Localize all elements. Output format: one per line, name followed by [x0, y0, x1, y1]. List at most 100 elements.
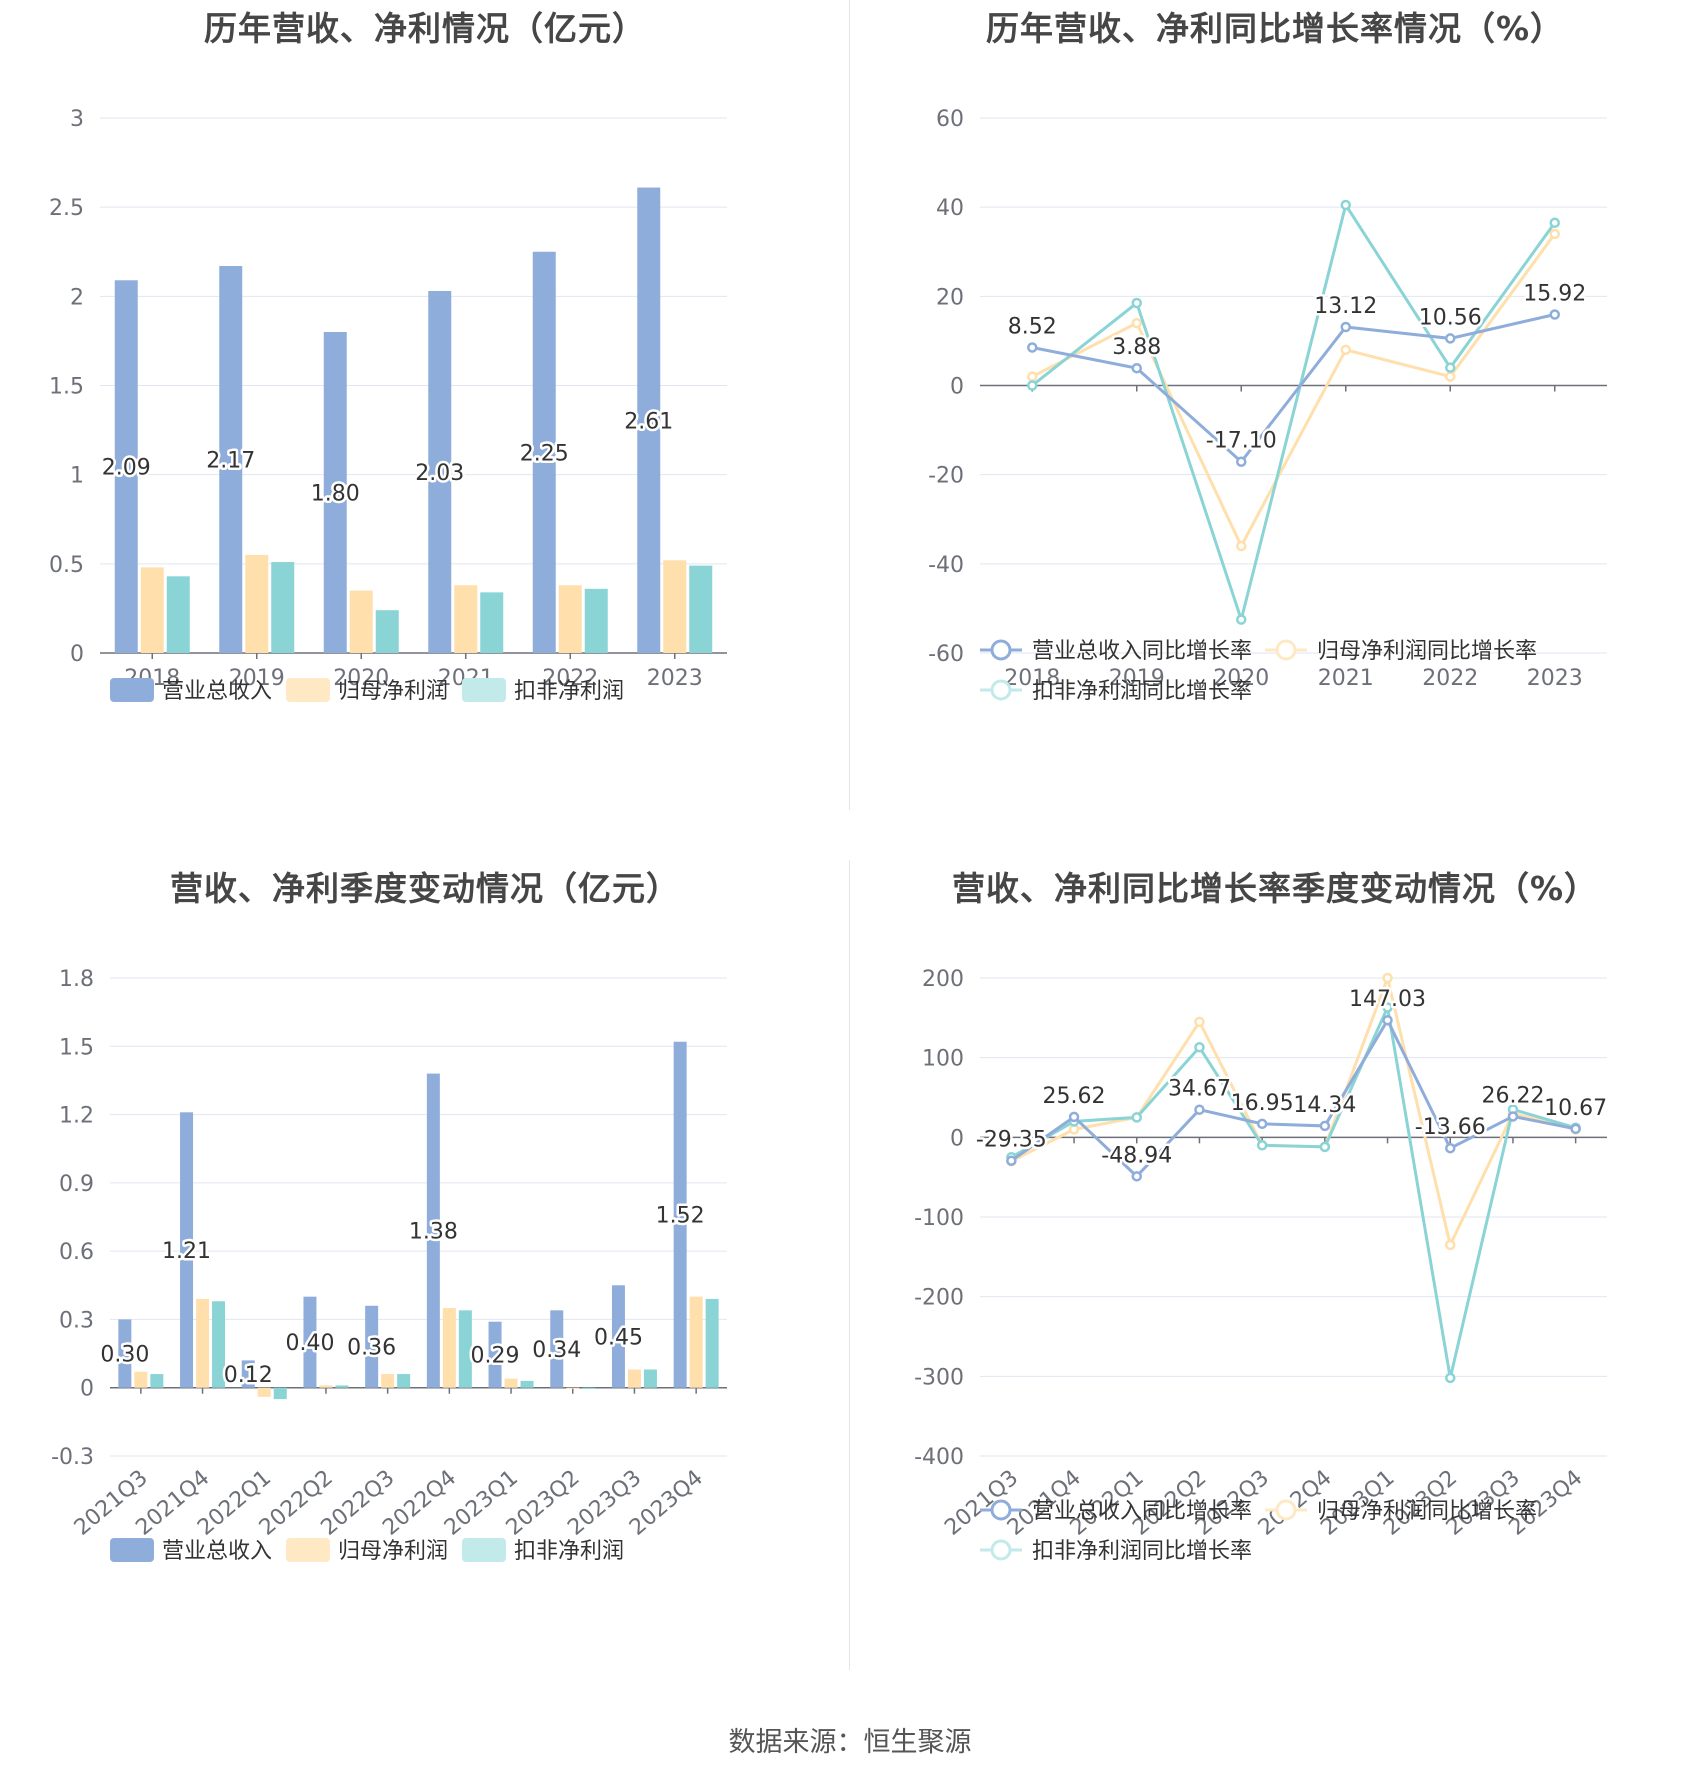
bar-deducted-profit — [335, 1385, 349, 1388]
y-tick-label: -200 — [914, 1286, 964, 1311]
y-tick-label: 20 — [936, 285, 964, 310]
series-point — [1194, 1042, 1205, 1053]
bar-deducted-profit — [166, 576, 190, 653]
bar-deducted-profit — [689, 565, 713, 653]
data-label: 0.34 — [532, 1338, 581, 1363]
data-label: -29.35 — [976, 1128, 1047, 1153]
data-label: 2.25 — [520, 441, 569, 466]
bar-net-profit — [349, 590, 373, 653]
data-label: 2.03 — [415, 461, 464, 486]
bar-deducted-profit — [375, 610, 399, 653]
series-point — [1027, 342, 1038, 353]
bar-revenue — [241, 1360, 255, 1388]
legend-swatch — [462, 1538, 506, 1562]
series-point — [1340, 199, 1351, 211]
bar-net-profit — [381, 1374, 395, 1388]
y-tick-label: 2.5 — [49, 196, 84, 221]
series-point — [1131, 362, 1142, 374]
data-label: 8.52 — [1008, 315, 1057, 340]
data-label: 10.56 — [1419, 305, 1482, 330]
x-tick-label: 2019 — [1109, 666, 1165, 691]
y-tick-label: -20 — [928, 464, 964, 489]
bar-deducted-profit — [582, 1387, 596, 1389]
y-tick-label: 0.6 — [59, 1240, 94, 1265]
y-tick-label: 2 — [70, 285, 84, 310]
y-tick-label: 0.5 — [49, 553, 84, 578]
series-point — [1256, 1118, 1268, 1130]
series-point — [1445, 1239, 1456, 1251]
bar-revenue — [611, 1285, 625, 1388]
x-tick-label: 2023 — [1527, 666, 1583, 691]
legend-swatch-marker — [990, 1539, 1012, 1561]
bar-deducted-profit — [273, 1387, 287, 1400]
legend-label: 扣非净利润同比增长率 — [1032, 679, 1252, 704]
legend-swatch-marker — [1275, 639, 1297, 661]
legend-swatch-marker — [990, 1499, 1012, 1521]
legend-swatch — [286, 1538, 330, 1562]
series-point — [1236, 540, 1247, 552]
series-line-deducted-profit-growth — [1031, 201, 1556, 625]
data-label: 13.12 — [1314, 294, 1377, 319]
y-tick-label: 3 — [70, 107, 84, 132]
bar-revenue — [365, 1305, 379, 1388]
data-label: 34.67 — [1168, 1077, 1231, 1102]
y-tick-label: -300 — [914, 1365, 964, 1390]
bar-revenue — [118, 1319, 132, 1388]
series-point — [1445, 362, 1456, 373]
data-label: 1.52 — [656, 1204, 705, 1229]
legend-label: 归母净利润 — [338, 1539, 448, 1564]
series-point — [1319, 1120, 1331, 1132]
bar-deducted-profit — [520, 1380, 534, 1388]
y-tick-label: -100 — [914, 1206, 964, 1231]
bar-deducted-profit — [480, 592, 504, 653]
bar-revenue — [180, 1112, 194, 1388]
series-point — [1131, 317, 1142, 329]
bar-revenue — [550, 1310, 564, 1388]
legend-swatch — [110, 1538, 154, 1562]
x-tick-label: 2020 — [333, 666, 389, 691]
bar-net-profit — [245, 554, 269, 653]
x-tick-label: 2019 — [229, 666, 285, 691]
series-point — [1445, 1142, 1456, 1154]
y-tick-label: -0.3 — [51, 1445, 94, 1470]
legend-swatch — [286, 678, 330, 702]
chart-annual-values-svg: 00.511.522.532018201920202021202220232.0… — [49, 107, 727, 704]
series-point — [1236, 456, 1247, 467]
bar-revenue — [219, 266, 243, 653]
series-point — [1549, 228, 1560, 240]
bar-net-profit — [689, 1296, 703, 1388]
series-point — [1445, 1372, 1456, 1384]
series-point — [1507, 1111, 1519, 1122]
y-tick-label: 100 — [922, 1047, 964, 1072]
data-label: -13.66 — [1415, 1115, 1486, 1140]
data-label: 25.62 — [1043, 1084, 1106, 1109]
bar-net-profit — [196, 1298, 210, 1388]
y-tick-label: 1.2 — [59, 1104, 94, 1129]
series-point — [1549, 309, 1560, 320]
legend-label: 营业总收入 — [162, 679, 272, 704]
legend-swatch-marker — [990, 679, 1012, 701]
series-point — [1256, 1140, 1268, 1151]
data-label: 2.61 — [624, 409, 673, 434]
bar-revenue — [303, 1296, 317, 1388]
series-point — [1382, 1002, 1393, 1013]
data-label: 0.29 — [471, 1344, 520, 1369]
bar-deducted-profit — [271, 562, 295, 653]
series-point — [1068, 1111, 1080, 1123]
legend-label: 归母净利润同比增长率 — [1317, 639, 1537, 664]
bar-revenue — [532, 251, 556, 653]
data-label: 2.09 — [102, 456, 151, 481]
bar-deducted-profit — [212, 1301, 226, 1388]
x-tick-label: 2020 — [1213, 666, 1269, 691]
data-label: 14.34 — [1293, 1093, 1356, 1118]
y-tick-label: 1 — [70, 464, 84, 489]
bar-net-profit — [504, 1378, 518, 1388]
legend-label: 营业总收入同比增长率 — [1032, 1499, 1252, 1524]
series-point — [1027, 371, 1038, 382]
series-point — [1131, 1112, 1142, 1123]
legend-label: 营业总收入同比增长率 — [1032, 639, 1252, 664]
bar-net-profit — [442, 1308, 456, 1388]
chart-quarterly-values: 营收、净利季度变动情况（亿元） -0.3 0 0.3 0.6 0.9 1.2 1.5 1.8 2… — [0, 860, 850, 1720]
y-tick-label: 0 — [950, 1126, 964, 1151]
data-label: -17.10 — [1206, 429, 1277, 454]
